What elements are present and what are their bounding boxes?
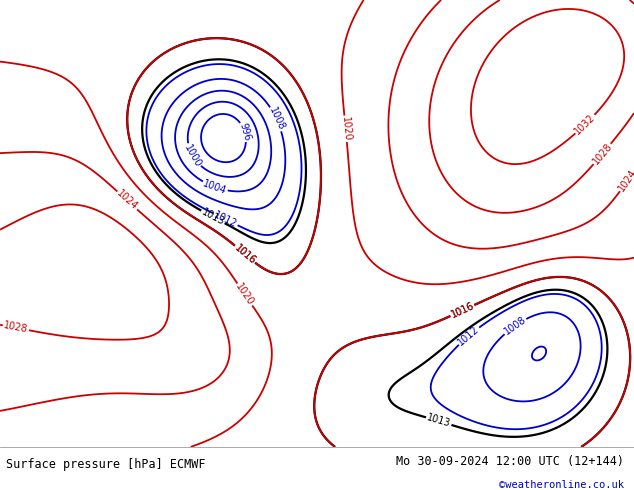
Text: 1028: 1028 [3, 320, 29, 335]
Text: Surface pressure [hPa] ECMWF: Surface pressure [hPa] ECMWF [6, 458, 206, 470]
Text: 1016: 1016 [449, 301, 476, 320]
Text: 1024: 1024 [616, 168, 634, 193]
Text: 1016: 1016 [232, 243, 257, 266]
Text: 996: 996 [237, 122, 252, 142]
Text: 1012: 1012 [456, 324, 481, 347]
Text: 1004: 1004 [202, 178, 228, 196]
Text: Mo 30-09-2024 12:00 UTC (12+144): Mo 30-09-2024 12:00 UTC (12+144) [396, 456, 624, 468]
Text: 1020: 1020 [234, 282, 256, 308]
Text: 1028: 1028 [590, 142, 614, 167]
Text: ©weatheronline.co.uk: ©weatheronline.co.uk [500, 480, 624, 490]
Text: 1016: 1016 [449, 301, 476, 320]
Text: 1000: 1000 [182, 143, 203, 169]
Text: 1008: 1008 [267, 106, 286, 132]
Text: 1024: 1024 [115, 189, 139, 213]
Text: 1008: 1008 [502, 315, 528, 337]
Text: 1012: 1012 [212, 210, 239, 229]
Text: 1020: 1020 [340, 116, 352, 142]
Text: 1032: 1032 [573, 112, 597, 137]
Text: 1013: 1013 [425, 413, 452, 429]
Text: 1016: 1016 [232, 243, 257, 266]
Text: 1013: 1013 [200, 207, 226, 227]
